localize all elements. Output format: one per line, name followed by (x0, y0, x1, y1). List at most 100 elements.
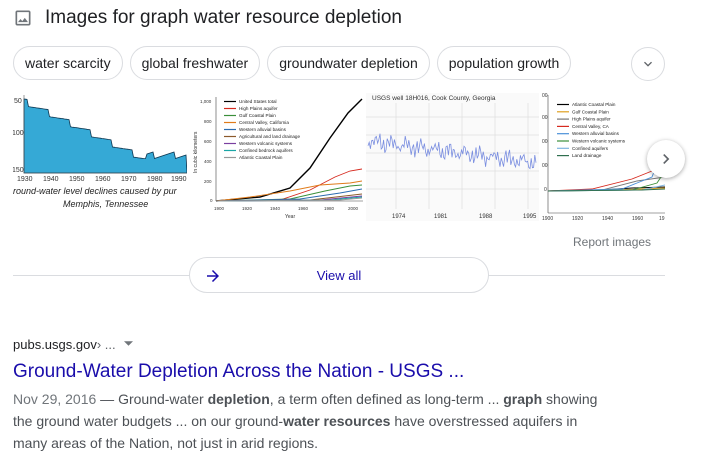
result-path: › ... (96, 336, 116, 352)
x-tick-1960: 1960 (298, 206, 309, 211)
image-thumbnails: 50 100 150 1930 1940 1950 1960 1970 1980… (13, 93, 665, 221)
x-tick-1920: 1920 (242, 206, 253, 211)
next-images-button[interactable] (647, 140, 685, 178)
x-tick-1974: 1974 (392, 214, 406, 220)
images-header-title[interactable]: Images for graph water resource depletio… (45, 7, 402, 28)
legend-label: Land drainage (572, 153, 602, 158)
legend-label: Western volcanic systems (572, 139, 626, 144)
x-tick-1900: 1900 (214, 206, 225, 211)
x-tick-1960: 1960 (632, 216, 643, 221)
x-tick-1990: 1990 (171, 176, 187, 183)
y-tick-d: 00 (542, 163, 548, 169)
x-tick-19: 19 (659, 216, 665, 221)
result-date: Nov 29, 2016 (13, 391, 97, 407)
result-title-link[interactable]: Ground-Water Depletion Across the Nation… (13, 361, 465, 382)
legend-label: Western alluvial basins (239, 127, 287, 132)
thumbnail-usgs-well[interactable]: USGS well 18H016, Cook County, Georgia 1… (366, 93, 539, 221)
well-title: USGS well 18H016, Cook County, Georgia (372, 95, 496, 102)
x-tick-1960: 1960 (95, 176, 111, 183)
chip-groundwater-depletion[interactable]: groundwater depletion (267, 46, 430, 80)
legend-label: United States total (239, 99, 277, 104)
y-tick-e: 0 (544, 187, 547, 193)
x-tick-1980: 1980 (324, 206, 335, 211)
series-line (547, 188, 665, 192)
x-tick-1988: 1988 (479, 214, 493, 220)
y-axis-label: In cubic kilometers (193, 131, 199, 173)
chip-water-scarcity[interactable]: water scarcity (13, 46, 123, 80)
series-line (215, 98, 363, 202)
legend-label: Gulf Coastal Plain (572, 109, 609, 114)
caption-line-1: round-water level declines caused by pur (13, 186, 178, 196)
y-tick-c: 00 (542, 139, 548, 145)
legend-label: Central Valley, California (239, 120, 289, 125)
legend-label: Western volcanic systems (239, 141, 293, 146)
view-all-label: View all (316, 267, 362, 283)
x-axis-label: Year (285, 214, 295, 220)
chevron-right-icon (663, 154, 670, 164)
legend-label: High Plains aquifer (572, 117, 611, 122)
view-all-button[interactable]: View all (189, 257, 489, 293)
legend-label: Gulf Coastal Plain (239, 113, 276, 118)
result-cite: pubs.usgs.gov › ... (13, 335, 633, 353)
chip-global-freshwater[interactable]: global freshwater (129, 46, 261, 80)
x-tick-1980: 1980 (147, 176, 163, 183)
x-tick-1940: 1940 (602, 216, 613, 221)
depletion-curves (215, 98, 363, 202)
legend-label: High Plains aquifer (239, 106, 278, 111)
hydrograph-fill (23, 98, 187, 174)
series-line (215, 180, 363, 202)
y-tick-600: 600 (204, 139, 212, 144)
x-tick-1930: 1930 (17, 176, 33, 183)
image-icon (15, 10, 31, 26)
result-site[interactable]: pubs.usgs.gov (13, 336, 97, 352)
report-images-link[interactable]: Report images (573, 235, 652, 249)
y-tick-150: 150 (13, 167, 24, 174)
x-tick-1940: 1940 (270, 206, 281, 211)
x-tick-1940: 1940 (43, 176, 59, 183)
regional-legend: Atlantic Coastal Plain Gulf Coastal Plain… (557, 102, 626, 158)
thumbnail-memphis-hydrograph[interactable]: 50 100 150 1930 1940 1950 1960 1970 1980… (13, 93, 187, 221)
legend-label: Atlantic Coastal Plain (239, 155, 283, 160)
chevron-down-icon (644, 61, 652, 67)
arrow-right-icon (207, 270, 219, 282)
y-tick-800: 800 (204, 119, 212, 124)
legend-label: Central Valley, CA (572, 124, 610, 129)
more-chips-button[interactable] (631, 47, 665, 81)
snippet-highlight: water resources (283, 413, 391, 429)
y-tick-1000: 1,000 (200, 99, 212, 104)
related-chips: water scarcity global freshwater groundw… (13, 46, 578, 80)
snippet-part: have overstressed aquifers in many areas… (13, 413, 578, 451)
x-tick-1920: 1920 (572, 216, 583, 221)
legend-label: Confined aquifers (572, 146, 609, 151)
snippet-part: , a term often defined as long-term ... (269, 391, 504, 407)
x-tick-1900: 1900 (542, 216, 553, 221)
well-level-line (367, 133, 537, 170)
x-tick-1995: 1995 (523, 214, 537, 220)
legend-label: Atlantic Coastal Plain (572, 102, 616, 107)
x-tick-1950: 1950 (69, 176, 85, 183)
snippet-highlight: depletion (207, 391, 270, 407)
y-tick-b: 00 (542, 115, 548, 121)
search-result: pubs.usgs.gov › ... Ground-Water Depleti… (13, 335, 633, 454)
thumbnail-depletion-by-aquifer[interactable]: In cubic kilometers 1,000 800 600 400 20… (190, 93, 363, 221)
caret-down-icon[interactable] (123, 341, 133, 347)
images-header: Images for graph water resource depletio… (13, 6, 402, 30)
y-tick-0: 0 (210, 198, 213, 203)
x-tick-1981: 1981 (434, 214, 448, 220)
y-tick-100: 100 (13, 130, 24, 137)
snippet-highlight: graph (503, 391, 543, 407)
aquifer-legend: United States total High Plains aquifer Gu… (224, 99, 300, 160)
chip-population-growth[interactable]: population growth (436, 46, 572, 80)
y-tick-50: 50 (14, 98, 22, 105)
y-tick-200: 200 (204, 179, 212, 184)
snippet-part: — Ground-water (96, 391, 208, 407)
y-tick-a: 00 (542, 93, 548, 99)
thumbnail-regional-curves[interactable]: 00 00 00 00 0 1900 1920 1940 1960 19 Atl… (542, 93, 665, 221)
result-snippet: Nov 29, 2016 — Ground-water depletion, a… (13, 388, 613, 454)
legend-label: Confined bedrock aquifers (239, 148, 293, 153)
legend-label: Western alluvial basins (572, 131, 620, 136)
legend-label: Agricultural and land drainage (239, 134, 300, 139)
caption-line-2: Memphis, Tennessee (63, 199, 148, 209)
x-tick-2000: 2000 (348, 206, 359, 211)
series-line (215, 188, 363, 202)
